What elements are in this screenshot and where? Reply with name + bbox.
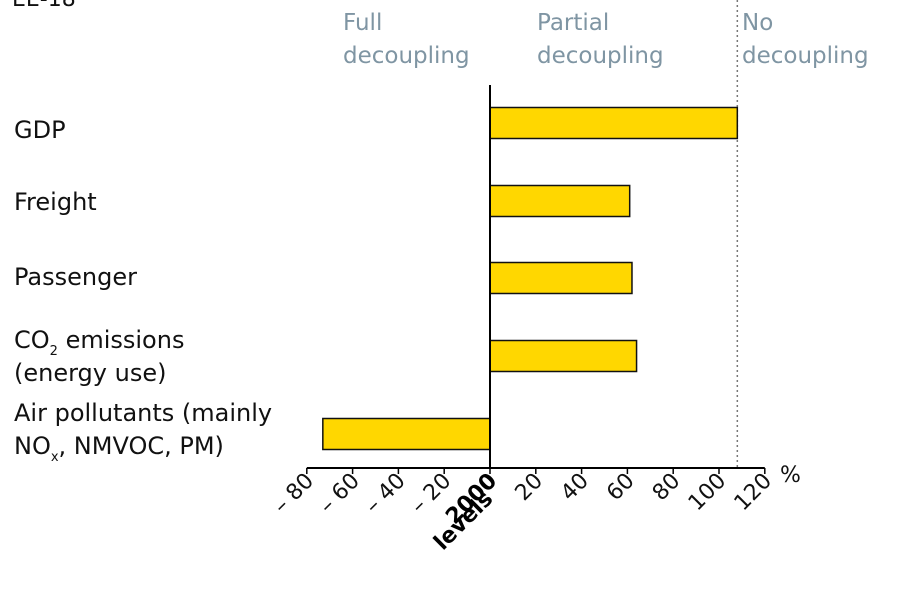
category-label-co2: CO2 emissions: [14, 326, 184, 359]
tick-label-minus-80: – 80: [269, 469, 319, 519]
nox-suffix: , NMVOC, PM): [59, 432, 224, 460]
region-headings: Full decoupling Partial decoupling No de…: [343, 10, 869, 69]
bar-air-pollutants: [322, 417, 491, 451]
category-label-air-line2: NOx, NMVOC, PM): [14, 432, 224, 465]
tick-label-minus-40: – 40: [360, 469, 410, 519]
category-label-passenger: Passenger: [14, 263, 137, 291]
bar-passenger: [489, 261, 633, 295]
tick-label-120: 120: [730, 469, 777, 516]
bar-freight: [489, 184, 631, 218]
category-label-co2-line2: (energy use): [14, 359, 166, 387]
category-label-freight: Freight: [14, 188, 97, 216]
co2-prefix: CO: [14, 326, 50, 354]
region-full-line1: Full: [343, 10, 382, 36]
x-axis-ticks: [306, 468, 766, 474]
co2-suffix: emissions: [58, 326, 185, 354]
tick-label-60: 60: [602, 469, 639, 506]
bars-group: [322, 106, 739, 451]
nox-subscript: x: [51, 450, 59, 465]
category-labels: GDP Freight Passenger CO2 emissions (ene…: [14, 116, 272, 465]
region-partial-line2: decoupling: [537, 43, 664, 69]
bar-co2-emissions: [489, 339, 638, 373]
x-axis-unit-label: %: [780, 463, 801, 488]
tick-label-100: 100: [684, 469, 731, 516]
bar-gdp: [489, 106, 739, 140]
region-full-line2: decoupling: [343, 43, 470, 69]
figure-code: EE-18: [12, 0, 76, 12]
nox-prefix: NO: [14, 432, 51, 460]
x-axis-tick-labels: – 80 – 60 – 40 – 20 2000 levels 20 40 60…: [269, 469, 777, 556]
tick-label-20: 20: [511, 469, 548, 506]
region-no-line1: No: [742, 10, 773, 36]
tick-label-80: 80: [648, 469, 685, 506]
region-no-line2: decoupling: [742, 43, 869, 69]
category-label-gdp: GDP: [14, 116, 66, 144]
tick-label-40: 40: [556, 469, 593, 506]
category-label-air-line1: Air pollutants (mainly: [14, 399, 272, 427]
tick-label-minus-60: – 60: [315, 469, 365, 519]
region-partial-line1: Partial: [537, 10, 609, 36]
co2-subscript: 2: [50, 344, 58, 359]
